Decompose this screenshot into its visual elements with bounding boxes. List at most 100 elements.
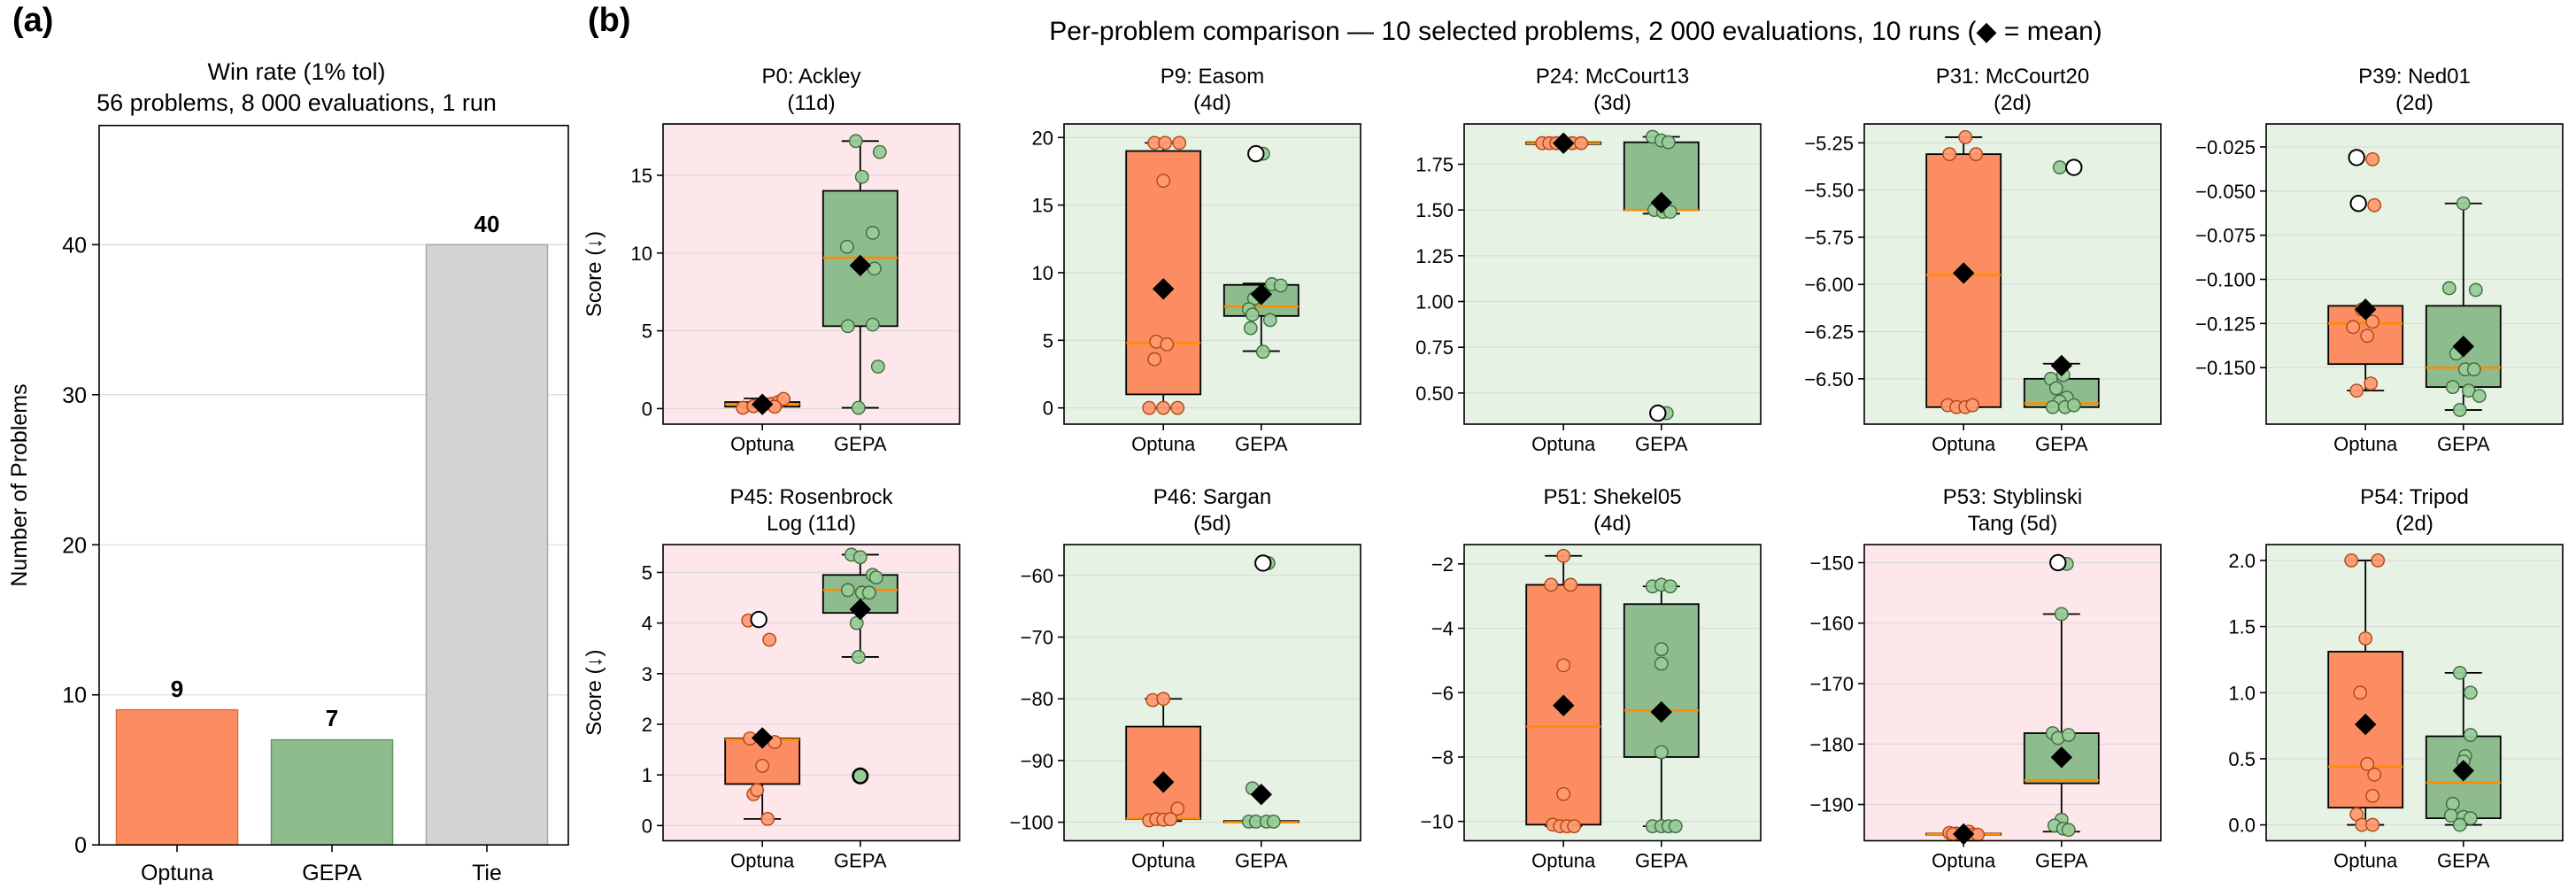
svg-text:3: 3 — [642, 663, 652, 685]
svg-text:0: 0 — [642, 815, 652, 837]
svg-text:−10: −10 — [1421, 811, 1454, 833]
svg-text:(2d): (2d) — [2395, 512, 2433, 536]
svg-text:0: 0 — [642, 398, 652, 420]
svg-text:−6: −6 — [1431, 682, 1454, 704]
svg-text:−180: −180 — [1809, 733, 1854, 755]
svg-text:−0.025: −0.025 — [2195, 136, 2256, 158]
svg-text:Optuna: Optuna — [730, 850, 795, 872]
svg-text:−5.75: −5.75 — [1804, 227, 1854, 249]
svg-text:0.0: 0.0 — [2228, 815, 2256, 837]
svg-text:−0.125: −0.125 — [2195, 313, 2256, 335]
svg-text:1.00: 1.00 — [1415, 291, 1454, 313]
svg-text:0: 0 — [74, 833, 87, 858]
svg-text:Optuna: Optuna — [1131, 433, 1196, 455]
svg-text:−6.00: −6.00 — [1804, 274, 1854, 296]
svg-text:Optuna: Optuna — [1531, 433, 1596, 455]
svg-text:30: 30 — [62, 383, 87, 408]
svg-text:−150: −150 — [1809, 552, 1854, 574]
svg-text:1.25: 1.25 — [1415, 245, 1454, 267]
svg-text:GEPA: GEPA — [302, 861, 362, 885]
svg-text:Optuna: Optuna — [2333, 433, 2398, 455]
svg-text:Win rate (1% tol): Win rate (1% tol) — [207, 58, 385, 85]
svg-text:Tie: Tie — [472, 861, 502, 885]
svg-text:5: 5 — [642, 561, 652, 584]
svg-text:−4: −4 — [1431, 618, 1454, 640]
svg-text:2.0: 2.0 — [2228, 550, 2256, 572]
svg-text:GEPA: GEPA — [2437, 850, 2490, 872]
svg-text:20: 20 — [62, 533, 87, 558]
svg-text:−8: −8 — [1431, 746, 1454, 769]
svg-text:40: 40 — [474, 211, 500, 237]
svg-text:40: 40 — [62, 233, 87, 258]
svg-text:P39: Ned01: P39: Ned01 — [2358, 65, 2471, 89]
svg-text:4: 4 — [642, 613, 652, 635]
svg-text:2: 2 — [642, 714, 652, 736]
svg-text:10: 10 — [62, 684, 87, 708]
svg-text:56 problems, 8 000 evaluations: 56 problems, 8 000 evaluations, 1 run — [96, 89, 497, 116]
svg-text:1.50: 1.50 — [1415, 199, 1454, 221]
svg-text:−5.25: −5.25 — [1804, 132, 1854, 154]
svg-text:10: 10 — [1032, 262, 1053, 284]
svg-text:Optuna: Optuna — [1531, 850, 1596, 872]
svg-text:1.0: 1.0 — [2228, 682, 2256, 704]
svg-text:−5.50: −5.50 — [1804, 180, 1854, 202]
svg-text:(2d): (2d) — [1994, 91, 2032, 115]
svg-text:P54: Tripod: P54: Tripod — [2360, 485, 2469, 509]
svg-text:1.5: 1.5 — [2228, 616, 2256, 638]
svg-text:−0.050: −0.050 — [2195, 181, 2256, 203]
svg-text:−6.50: −6.50 — [1804, 368, 1854, 390]
svg-text:(4d): (4d) — [1593, 512, 1631, 536]
svg-text:P51: Shekel05: P51: Shekel05 — [1543, 485, 1681, 509]
svg-text:GEPA: GEPA — [834, 433, 887, 455]
svg-text:−0.100: −0.100 — [2195, 268, 2256, 290]
svg-text:−80: −80 — [1021, 688, 1053, 710]
svg-text:−60: −60 — [1021, 565, 1053, 587]
svg-text:Score (↓): Score (↓) — [582, 231, 606, 317]
svg-text:15: 15 — [631, 165, 652, 187]
svg-text:GEPA: GEPA — [2437, 433, 2490, 455]
svg-text:(4d): (4d) — [1193, 91, 1231, 115]
svg-text:−6.25: −6.25 — [1804, 321, 1854, 344]
svg-text:GEPA: GEPA — [1635, 433, 1688, 455]
svg-text:20: 20 — [1032, 127, 1053, 149]
svg-text:15: 15 — [1032, 195, 1053, 217]
svg-text:Optuna: Optuna — [141, 861, 213, 885]
svg-text:0: 0 — [1043, 398, 1053, 420]
svg-text:Log (11d): Log (11d) — [767, 512, 856, 536]
svg-text:Per-problem comparison — 10 se: Per-problem comparison — 10 selected pro… — [1049, 17, 2102, 46]
svg-text:Number of Problems: Number of Problems — [7, 383, 32, 586]
svg-text:GEPA: GEPA — [2035, 850, 2088, 872]
svg-text:1: 1 — [642, 764, 652, 786]
svg-text:Optuna: Optuna — [730, 433, 795, 455]
svg-text:−2: −2 — [1431, 553, 1454, 576]
svg-text:9: 9 — [171, 676, 183, 702]
svg-text:Optuna: Optuna — [2333, 850, 2398, 872]
svg-text:−70: −70 — [1021, 627, 1053, 649]
svg-text:(2d): (2d) — [2395, 91, 2433, 115]
svg-text:Optuna: Optuna — [1932, 850, 1996, 872]
svg-text:0.5: 0.5 — [2228, 748, 2256, 770]
svg-text:GEPA: GEPA — [1235, 433, 1288, 455]
svg-text:−170: −170 — [1809, 673, 1854, 695]
svg-text:7: 7 — [326, 705, 338, 731]
svg-text:(11d): (11d) — [787, 91, 835, 115]
svg-text:P53: Styblinski: P53: Styblinski — [1943, 485, 2082, 509]
svg-text:GEPA: GEPA — [2035, 433, 2088, 455]
svg-text:−160: −160 — [1809, 613, 1854, 635]
svg-text:−100: −100 — [1009, 812, 1053, 834]
svg-text:−90: −90 — [1021, 750, 1053, 772]
svg-text:5: 5 — [642, 321, 652, 343]
svg-text:Optuna: Optuna — [1131, 850, 1196, 872]
svg-text:GEPA: GEPA — [834, 850, 887, 872]
svg-text:Tang (5d): Tang (5d) — [1968, 512, 2057, 536]
svg-text:−0.150: −0.150 — [2195, 357, 2256, 379]
svg-text:Optuna: Optuna — [1932, 433, 1996, 455]
svg-text:0.50: 0.50 — [1415, 383, 1454, 405]
svg-text:P9: Easom: P9: Easom — [1161, 65, 1264, 89]
svg-text:P0: Ackley: P0: Ackley — [761, 65, 860, 89]
svg-text:GEPA: GEPA — [1635, 850, 1688, 872]
svg-text:P24: McCourt13: P24: McCourt13 — [1536, 65, 1689, 89]
svg-text:GEPA: GEPA — [1235, 850, 1288, 872]
svg-text:Score (↓): Score (↓) — [582, 650, 606, 736]
svg-text:1.75: 1.75 — [1415, 153, 1454, 175]
